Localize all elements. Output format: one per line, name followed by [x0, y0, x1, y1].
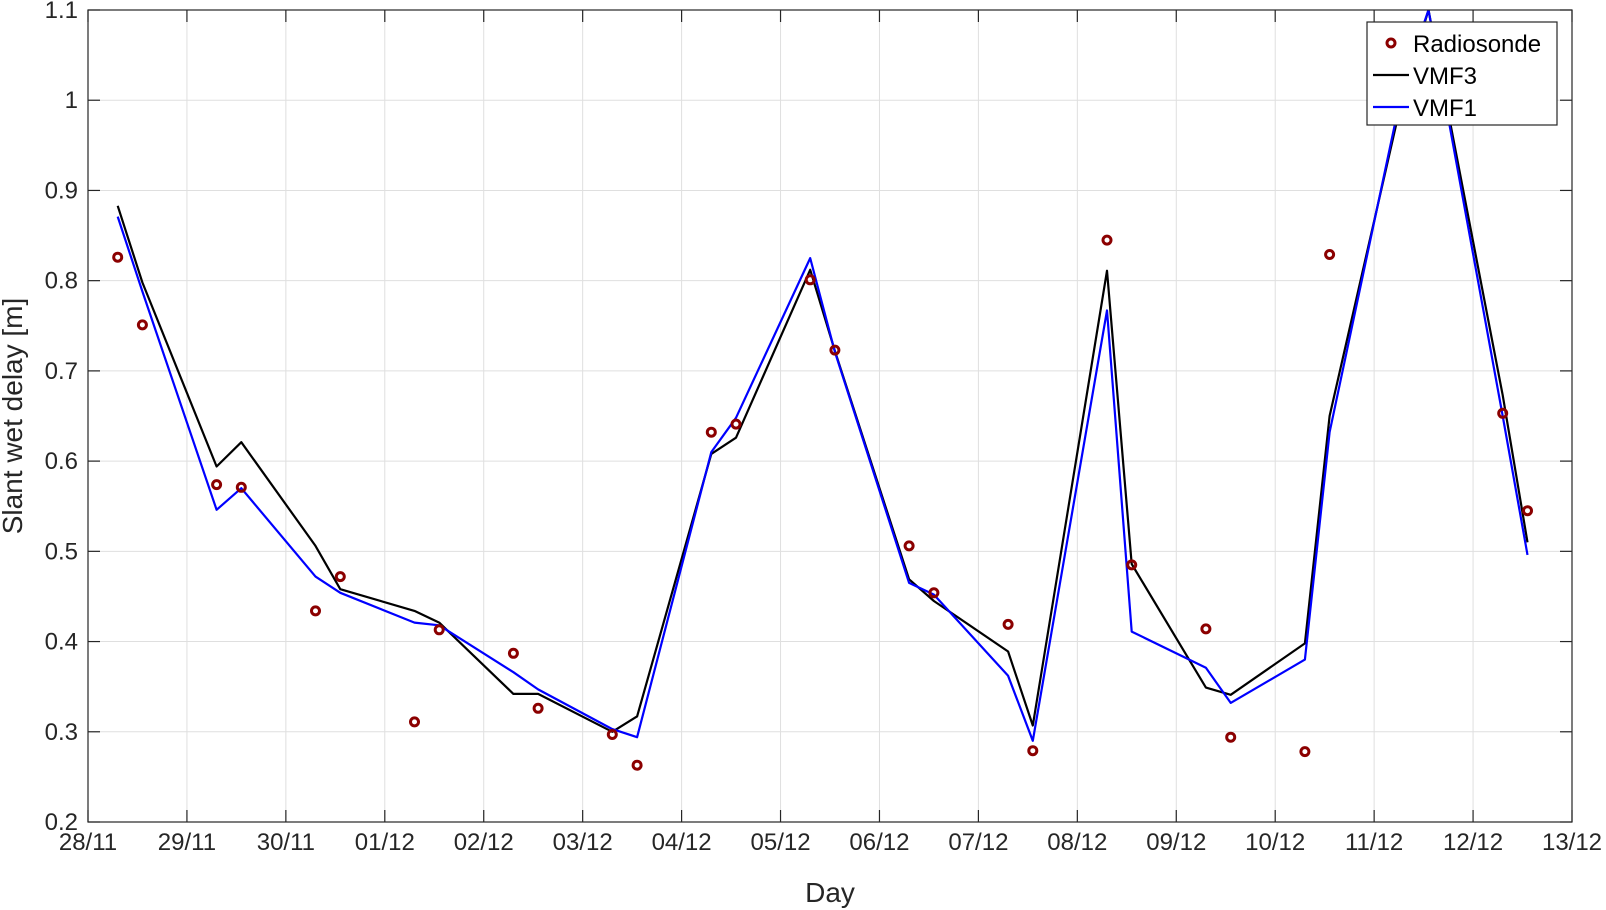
radiosonde-point	[1225, 731, 1237, 743]
radiosonde-point	[334, 571, 346, 583]
y-tick-label: 0.7	[45, 358, 78, 385]
radiosonde-point	[112, 251, 124, 263]
radiosonde-point	[310, 605, 321, 617]
radiosonde-point	[903, 540, 915, 552]
x-tick-labels: 28/11 29/11 30/11 01/12 02/12 03/12 04/12 05/12…	[59, 829, 1602, 856]
y-tick-label: 0.6	[45, 448, 78, 475]
radiosonde-point	[433, 624, 445, 636]
x-tick-label: 10/12	[1245, 829, 1305, 856]
x-tick-label: 13/12	[1542, 829, 1602, 856]
x-tick-label: 03/12	[553, 829, 613, 856]
x-tick-label: 02/12	[454, 829, 514, 856]
x-tick-label: 12/12	[1443, 829, 1503, 856]
radiosonde-point	[1200, 623, 1212, 635]
y-tick-label: 0.4	[45, 629, 78, 656]
radiosonde-point	[829, 344, 841, 356]
x-tick-label: 28/11	[59, 829, 117, 856]
radiosonde-point	[409, 716, 420, 728]
radiosonde-point	[532, 702, 544, 714]
x-tick-label: 05/12	[751, 829, 811, 856]
x-tick-label: 30/11	[257, 829, 315, 856]
x-tick-label: 04/12	[652, 829, 712, 856]
radiosonde-point	[705, 426, 717, 438]
series-line-vmf1	[116, 10, 1529, 742]
y-tick-label: 0.8	[45, 268, 78, 295]
tick-marks	[87, 9, 1573, 823]
legend-label-vmf1: VMF1	[1413, 95, 1477, 122]
y-tick-label: 0.3	[45, 719, 78, 746]
plot-area-border	[87, 9, 1573, 823]
radiosonde-point	[1522, 505, 1533, 517]
radiosonde-point	[928, 587, 940, 599]
y-tick-labels: 0.2 0.3 0.4 0.5 0.6 0.7 0.8 0.9 1 1.1	[45, 0, 78, 836]
legend-label-radiosonde: Radiosonde	[1413, 31, 1541, 58]
y-tick-label: 1	[65, 87, 78, 114]
y-tick-label: 0.2	[45, 809, 78, 836]
radiosonde-point	[1497, 407, 1509, 419]
y-tick-label: 0.5	[45, 538, 78, 565]
radiosonde-point	[1324, 249, 1336, 260]
legend-swatch-radiosonde	[1385, 37, 1397, 49]
x-axis-label: Day	[805, 877, 855, 908]
x-tick-label: 01/12	[355, 829, 415, 856]
legend-label-vmf3: VMF3	[1413, 63, 1477, 90]
radiosonde-point	[1126, 559, 1138, 571]
radiosonde-point	[730, 418, 742, 430]
y-axis-label: Slant wet delay [m]	[0, 298, 28, 535]
x-tick-label: 08/12	[1047, 829, 1107, 856]
radiosonde-point	[1101, 234, 1113, 246]
radiosonde-point	[1299, 746, 1311, 758]
y-tick-label: 0.9	[45, 177, 78, 204]
x-tick-label: 09/12	[1146, 829, 1206, 856]
radiosonde-point	[631, 759, 643, 771]
radiosonde-point	[235, 481, 247, 493]
radiosonde-point	[606, 729, 618, 740]
plot-area-background	[88, 10, 1572, 822]
x-tick-label: 07/12	[948, 829, 1008, 856]
radiosonde-point	[136, 319, 148, 331]
grid-lines	[88, 10, 1572, 822]
radiosonde-point	[1002, 618, 1014, 630]
series-line-vmf3	[116, 10, 1529, 733]
radiosonde-point	[804, 274, 816, 286]
legend: Radiosonde VMF3 VMF1	[1366, 21, 1558, 126]
x-tick-label: 06/12	[849, 829, 909, 856]
radiosonde-point	[507, 647, 519, 659]
radiosonde-point	[1027, 745, 1039, 757]
radiosonde-point	[211, 479, 223, 491]
series-layer	[112, 10, 1533, 771]
y-tick-label: 1.1	[45, 0, 78, 24]
x-tick-label: 11/12	[1345, 829, 1403, 856]
x-tick-label: 29/11	[158, 829, 216, 856]
